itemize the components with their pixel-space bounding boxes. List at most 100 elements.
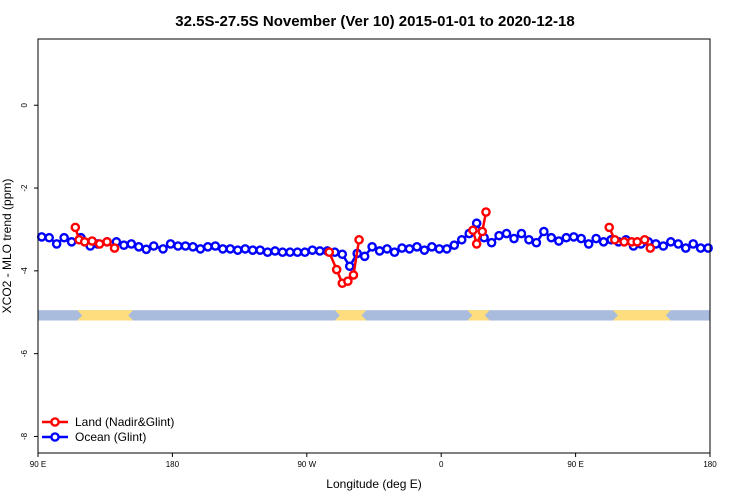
ocean-point [36, 232, 47, 242]
ocean-point [389, 247, 400, 258]
ocean-point [262, 247, 273, 258]
ocean-point [315, 246, 325, 256]
plot-frame [37, 38, 711, 454]
ocean-point [673, 239, 684, 249]
ocean-point [382, 244, 392, 254]
ocean-point [240, 244, 250, 254]
ocean-point [270, 246, 280, 256]
ocean-point [217, 244, 228, 254]
ocean-point [119, 240, 129, 250]
legend-swatch-marker [50, 432, 60, 442]
ocean-point [561, 232, 572, 243]
ocean-point [44, 232, 55, 243]
ocean-point [434, 244, 445, 254]
series-layer [36, 207, 713, 289]
ocean-point [703, 243, 713, 253]
y-axis-label: XCO2 - MLO trend (ppm) [0, 179, 14, 314]
ocean-point [471, 218, 482, 229]
ocean-point [59, 232, 69, 243]
x-axis: 90 E 180 90 W 0 90 E 180 [30, 453, 717, 469]
x-tick-label: 180 [166, 460, 180, 469]
y-tick-label: 0 [20, 102, 29, 107]
land-point [645, 243, 656, 253]
ocean-point [300, 247, 310, 258]
land-line-3 [471, 211, 488, 248]
ocean-point [494, 230, 504, 241]
ocean-point [531, 237, 542, 248]
series-land [70, 207, 656, 289]
land-segment-2 [334, 310, 367, 321]
land-point [79, 237, 90, 247]
ocean-point [367, 242, 377, 252]
ocean-point [695, 243, 706, 253]
land-point [471, 239, 482, 249]
land-point [481, 207, 491, 217]
ocean-point [247, 245, 258, 255]
land-segment-1 [77, 310, 134, 321]
ocean-point [666, 237, 676, 247]
land-point [619, 237, 629, 247]
ocean-point [658, 241, 669, 251]
ocean-point [688, 239, 699, 249]
land-point [324, 247, 335, 258]
legend-entry-2: Ocean (Glint) [42, 430, 146, 444]
land-point [343, 276, 353, 286]
ocean-point [232, 245, 243, 255]
ocean-point [51, 239, 62, 249]
land-point [94, 239, 105, 249]
x-tick-label: 0 [439, 460, 444, 469]
ocean-point [307, 245, 318, 255]
land-segment-3 [467, 310, 490, 321]
ocean-point [546, 232, 557, 243]
ocean-point [188, 242, 198, 252]
x-axis-label: Longitude (deg E) [326, 477, 421, 491]
ocean-point [583, 239, 594, 249]
x-tick-label: 90 E [567, 460, 583, 469]
land-segment-4 [612, 310, 671, 321]
ocean-point [441, 244, 452, 254]
land-point [639, 234, 650, 245]
ocean-point [195, 244, 206, 254]
y-tick-label: -4 [20, 267, 29, 275]
ocean-point [509, 233, 519, 244]
ocean-point [66, 237, 77, 247]
land-point [331, 264, 342, 275]
ocean-point [554, 236, 564, 246]
ocean-point [539, 226, 549, 237]
ocean-point [277, 247, 288, 258]
ocean-point [576, 233, 587, 244]
x-tick-label: 90 E [30, 460, 46, 469]
ocean-point [456, 234, 467, 245]
legend-label: Land (Nadir&Glint) [75, 415, 174, 429]
land-point [348, 270, 359, 280]
y-tick-label: -8 [20, 432, 29, 440]
legend: Land (Nadir&Glint)Ocean (Glint) [42, 415, 174, 444]
ocean-point [141, 244, 152, 255]
land-point [632, 237, 643, 247]
y-tick-label: -2 [20, 184, 29, 192]
ocean-point [292, 247, 303, 258]
ocean-point [158, 244, 168, 254]
ocean-point [680, 243, 691, 253]
ocean-point [419, 245, 430, 255]
ocean-point [486, 237, 497, 248]
ocean-point [165, 239, 176, 249]
land-point [468, 225, 478, 236]
x-tick-label: 180 [703, 460, 717, 469]
ocean-point [516, 228, 527, 239]
y-axis: 0 -2 -4 -6 -8 [20, 102, 38, 440]
ocean-point [133, 242, 144, 252]
land-point [102, 237, 112, 247]
chart-title: 32.5S-27.5S November (Ver 10) 2015-01-01… [175, 13, 574, 30]
ocean-point [203, 242, 213, 252]
ocean-point [337, 249, 348, 260]
y-tick-label: -6 [20, 350, 29, 358]
ocean-point [591, 233, 601, 244]
ocean-point [180, 241, 191, 251]
legend-entry-1: Land (Nadir&Glint) [42, 415, 174, 429]
ocean-point [173, 241, 183, 251]
x-tick-label: 90 W [297, 460, 316, 469]
legend-swatch-marker [50, 417, 60, 427]
ocean-point [148, 241, 159, 251]
